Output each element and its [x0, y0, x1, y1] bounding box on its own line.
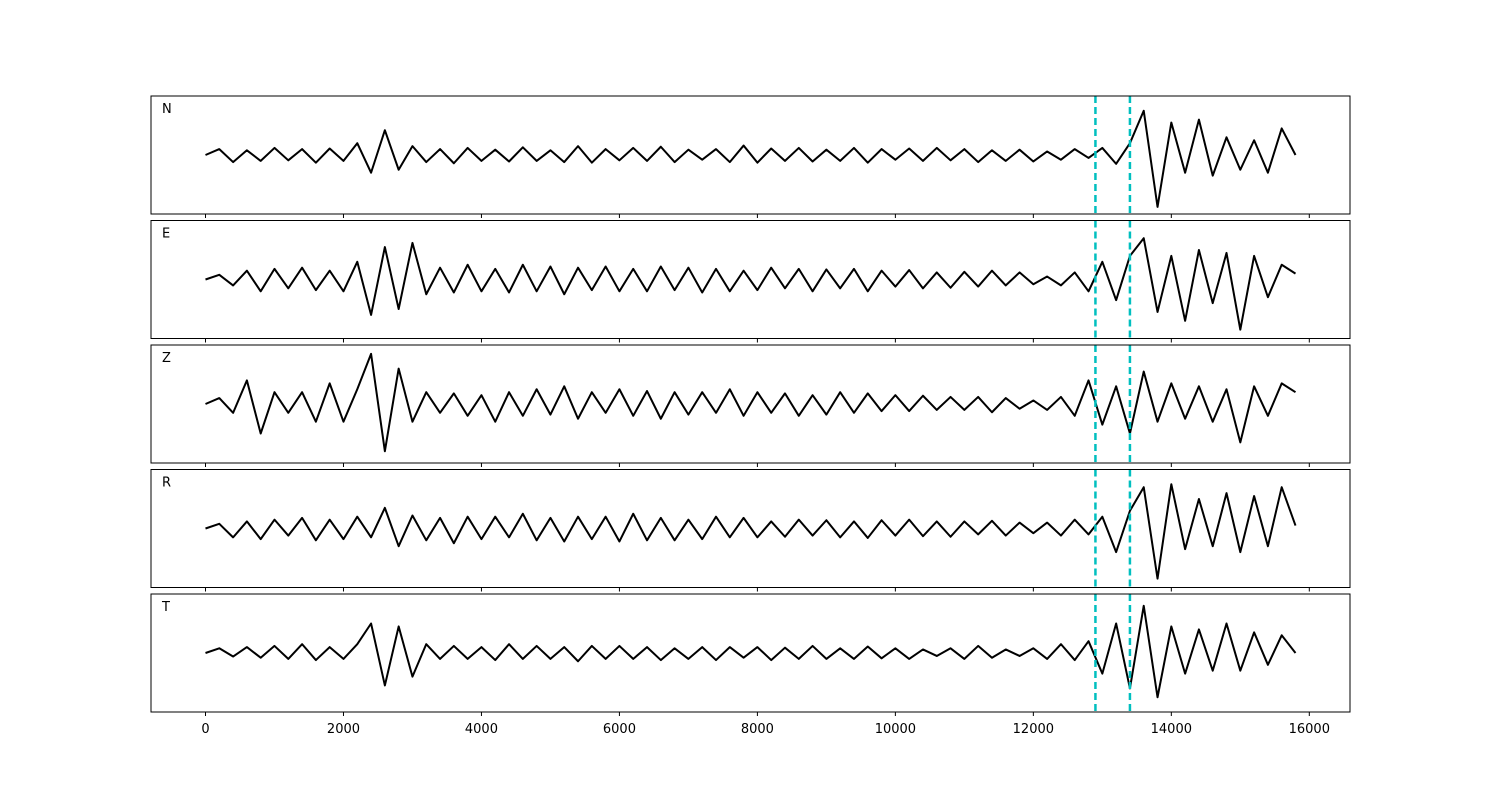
trace — [205, 237, 1297, 331]
panel-label: E — [162, 227, 170, 242]
x-tick-label: 6000 — [603, 722, 636, 737]
trace — [205, 109, 1297, 208]
panel-frame — [150, 344, 1351, 464]
x-tick-label: 10000 — [875, 722, 916, 737]
x-tick-label: 12000 — [1013, 722, 1054, 737]
panel-label: N — [162, 102, 172, 117]
trace — [205, 483, 1297, 580]
panel-frame — [150, 469, 1351, 588]
panel-frame — [150, 95, 1351, 215]
panel-frame — [150, 593, 1351, 713]
x-tick-label: 4000 — [465, 722, 498, 737]
panel-label: Z — [162, 351, 171, 366]
trace — [205, 604, 1297, 699]
x-tick-label: 16000 — [1289, 722, 1330, 737]
trace — [205, 352, 1297, 453]
panel-frame — [150, 220, 1351, 339]
x-tick-label: 14000 — [1151, 722, 1192, 737]
panel-label: R — [162, 476, 171, 491]
x-tick-label: 0 — [201, 722, 209, 737]
x-tick-label: 2000 — [327, 722, 360, 737]
x-tick-label: 8000 — [741, 722, 774, 737]
panel-label: T — [161, 600, 170, 615]
